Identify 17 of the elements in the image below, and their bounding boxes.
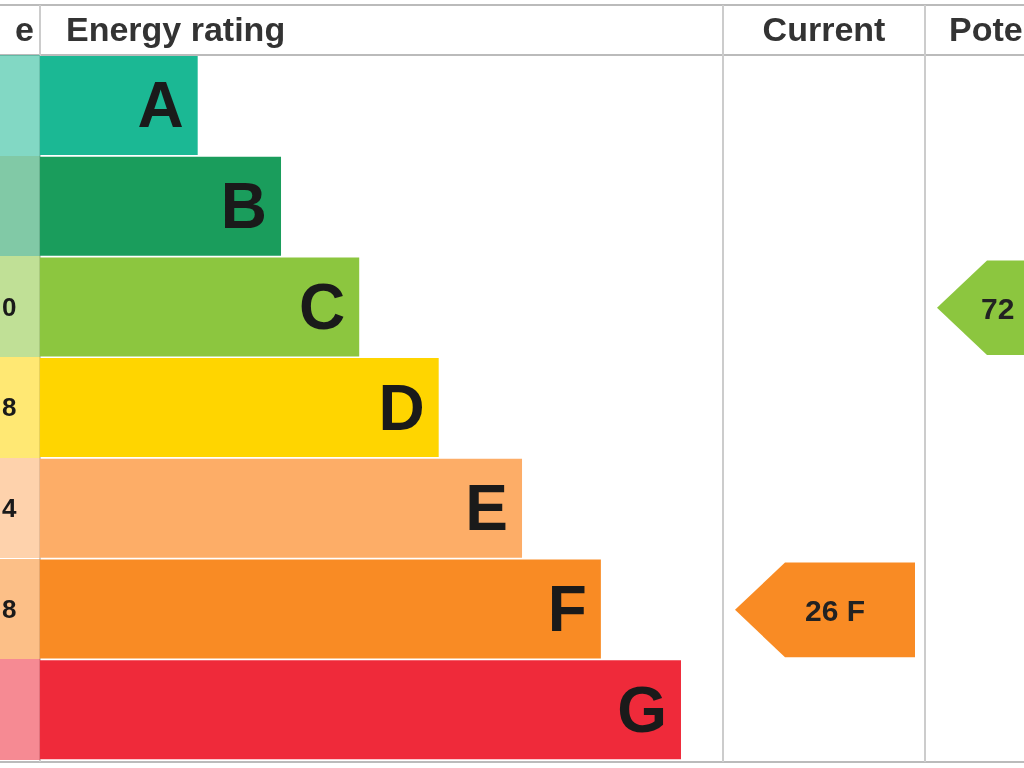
- y-tick-label: A: [137, 69, 184, 142]
- text: 8: [2, 392, 17, 423]
- y-tick-label: C: [299, 270, 346, 343]
- text: e: [15, 9, 34, 49]
- y-tick-label: E: [465, 472, 509, 545]
- y-tick-label: B: [220, 170, 268, 243]
- chart-title: Energy rating: [66, 9, 286, 49]
- text: Pote: [949, 9, 1023, 49]
- text: 72: [981, 291, 1015, 325]
- text: 26 F: [804, 593, 866, 627]
- y-tick-label: D: [378, 371, 425, 444]
- text: 4: [2, 493, 17, 524]
- y-tick-label: G: [617, 673, 667, 746]
- text: Current: [761, 9, 887, 49]
- text: 0: [2, 291, 17, 322]
- text: 8: [2, 593, 17, 624]
- y-tick-label: F: [547, 572, 587, 645]
